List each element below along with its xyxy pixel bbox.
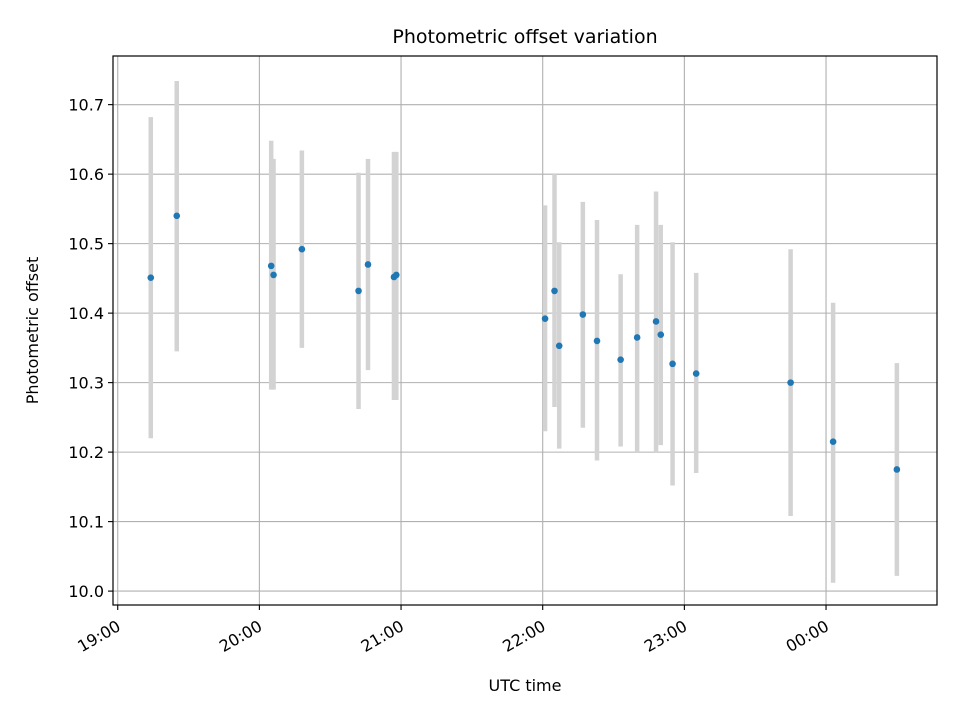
data-point <box>393 271 400 279</box>
data-point <box>147 274 155 281</box>
data-point <box>270 271 277 279</box>
data-point <box>692 370 700 377</box>
data-point <box>579 311 587 318</box>
data-point <box>593 337 601 345</box>
data-point <box>267 262 275 270</box>
data-point <box>633 334 641 341</box>
chart-title: Photometric offset variation <box>392 26 657 48</box>
y-tick-label: 10.6 <box>68 165 104 184</box>
data-point <box>364 261 372 268</box>
plot-frame <box>112 55 938 606</box>
point-layer <box>147 212 901 473</box>
data-point <box>657 331 665 338</box>
y-tick-label: 10.5 <box>68 235 104 254</box>
y-tick-label: 10.4 <box>68 304 104 323</box>
data-point <box>555 342 563 350</box>
y-tick-label: 10.7 <box>68 96 104 115</box>
grid-layer <box>113 56 937 605</box>
data-point <box>551 287 558 295</box>
data-point <box>355 287 362 295</box>
data-point <box>617 356 624 363</box>
data-point <box>669 360 676 368</box>
y-tick-label: 10.1 <box>68 513 104 532</box>
data-point <box>893 466 901 473</box>
y-tick-label: 10.3 <box>68 374 104 393</box>
y-tick-label: 10.0 <box>68 582 104 601</box>
data-point <box>787 379 794 386</box>
data-point <box>652 318 660 325</box>
data-point <box>829 438 837 445</box>
data-point <box>298 245 306 253</box>
y-axis-label: Photometric offset <box>23 257 42 405</box>
x-axis-label: UTC time <box>489 676 562 695</box>
data-point <box>173 212 181 220</box>
y-tick-label: 10.2 <box>68 443 104 462</box>
data-point <box>541 315 549 322</box>
